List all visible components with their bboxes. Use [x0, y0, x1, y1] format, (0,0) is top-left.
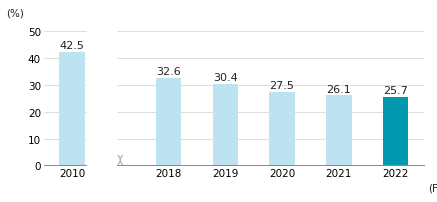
Bar — [383, 97, 408, 166]
Text: 25.7: 25.7 — [383, 85, 408, 95]
Bar — [156, 79, 181, 166]
Text: 32.6: 32.6 — [156, 67, 181, 77]
Text: 30.4: 30.4 — [213, 73, 238, 83]
Text: 27.5: 27.5 — [270, 80, 295, 90]
Bar — [59, 52, 85, 166]
Bar — [326, 96, 351, 166]
Bar — [269, 92, 295, 166]
Bar — [212, 84, 238, 166]
Text: 42.5: 42.5 — [59, 40, 84, 50]
Text: (FY): (FY) — [428, 183, 437, 193]
Text: 26.1: 26.1 — [326, 84, 351, 94]
Text: (%): (%) — [6, 9, 24, 19]
